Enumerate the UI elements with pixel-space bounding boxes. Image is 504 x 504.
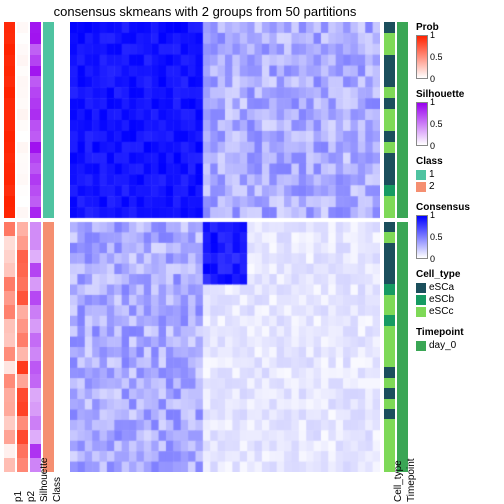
legend-timepoint: Timepointday_0: [416, 327, 500, 351]
ann-timepoint: [397, 22, 408, 472]
legend-prob: Prob00.51: [416, 22, 500, 79]
label-sil: Silhouette: [39, 458, 50, 502]
label-celltype: Cell_type: [393, 460, 404, 502]
ann-celltype: [384, 22, 395, 472]
ann-cls: [43, 22, 54, 472]
label-p2: p2: [26, 491, 37, 502]
legend-cell_type: Cell_typeeSCaeSCbeSCc: [416, 269, 500, 317]
left-annotations: [4, 22, 54, 472]
ann-p1: [4, 22, 15, 472]
legends-panel: Prob00.51 Silhouette00.51 Class12 Consensus…: [416, 22, 500, 361]
consensus-heatmap: [70, 22, 380, 472]
ann-p2: [17, 22, 28, 472]
legend-consensus: Consensus00.51: [416, 202, 500, 259]
legend-silhouette: Silhouette00.51: [416, 89, 500, 146]
ann-sil: [30, 22, 41, 472]
label-timepoint: Timepoint: [406, 458, 417, 502]
page-title: consensus skmeans with 2 groups from 50 …: [0, 4, 410, 19]
legend-class: Class12: [416, 156, 500, 192]
label-cls: Class: [52, 477, 63, 502]
right-annotations: [384, 22, 408, 472]
label-p1: p1: [13, 491, 24, 502]
